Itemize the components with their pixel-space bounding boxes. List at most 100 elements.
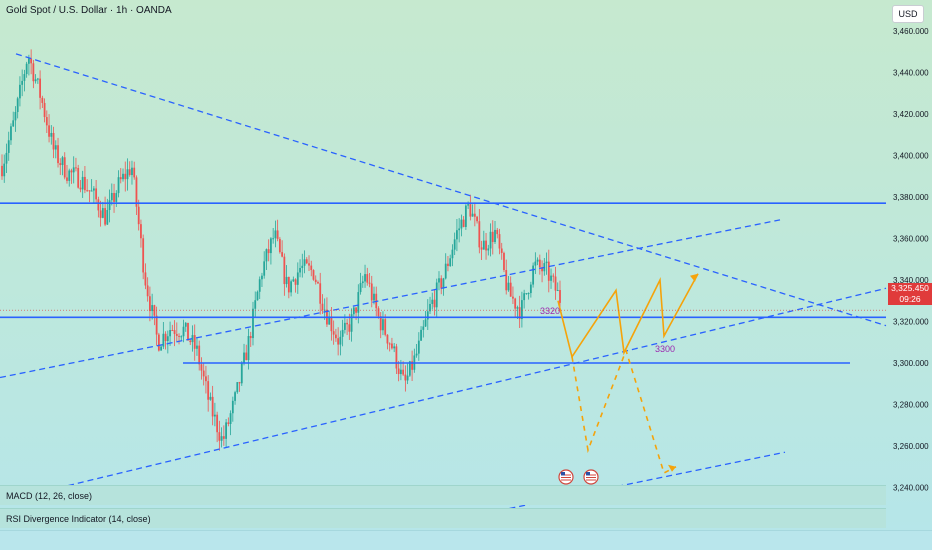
candle-body xyxy=(296,272,299,285)
candle-body xyxy=(478,221,481,248)
candle-body xyxy=(169,330,171,337)
candle-body xyxy=(243,352,245,364)
candle-body xyxy=(97,199,100,211)
candle-body xyxy=(236,382,239,393)
candle-body xyxy=(451,249,454,259)
annotation-3320: 3320 xyxy=(540,306,560,316)
candle-body xyxy=(509,282,512,297)
candle-body xyxy=(339,336,342,345)
candle-body xyxy=(433,299,436,308)
candle-body xyxy=(32,63,35,82)
candle-body xyxy=(119,177,122,180)
candle-body xyxy=(36,78,39,80)
candle-body xyxy=(516,307,519,309)
candle-body xyxy=(512,296,514,299)
us-event-flag-canton xyxy=(586,472,590,476)
candle-body xyxy=(462,219,465,227)
candle-body xyxy=(487,248,490,251)
candle-body xyxy=(382,319,384,331)
candle-body xyxy=(41,97,44,103)
y-tick-label: 3,300.000 xyxy=(893,359,929,368)
rsi-indicator-pane[interactable]: RSI Divergence Indicator (14, close) xyxy=(0,508,886,528)
macd-indicator-pane[interactable]: MACD (12, 26, close) xyxy=(0,485,886,505)
candle-body xyxy=(290,281,292,293)
candle-body xyxy=(131,167,133,176)
projection-arrowhead xyxy=(690,273,698,282)
candle-body xyxy=(231,400,234,414)
candle-body xyxy=(449,258,452,267)
candle-body xyxy=(278,238,281,253)
candle-body xyxy=(86,190,89,192)
candle-body xyxy=(476,216,478,222)
candle-body xyxy=(456,230,458,240)
candle-body xyxy=(191,335,194,343)
candle-body xyxy=(180,336,183,338)
candle-body xyxy=(59,163,62,166)
candle-body xyxy=(429,303,431,312)
candle-body xyxy=(135,177,138,207)
candle-body xyxy=(25,63,28,75)
candle-body xyxy=(90,190,93,192)
candle-body xyxy=(283,256,286,285)
candle-body xyxy=(352,307,355,315)
candle-body xyxy=(391,343,393,349)
candle-body xyxy=(7,140,10,153)
candle-body xyxy=(431,299,434,304)
candle-body xyxy=(554,276,557,291)
y-tick-label: 3,460.000 xyxy=(893,27,929,36)
y-tick-label: 3,440.000 xyxy=(893,69,929,78)
candle-body xyxy=(337,338,340,345)
candle-body xyxy=(536,259,539,262)
candle-body xyxy=(460,219,463,229)
candle-body xyxy=(48,125,50,137)
candle-body xyxy=(379,316,382,331)
candle-body xyxy=(39,78,41,98)
candle-body xyxy=(140,224,142,239)
currency-button[interactable]: USD xyxy=(892,5,924,23)
candle-body xyxy=(189,340,192,343)
candle-body xyxy=(294,279,297,285)
projection-arrowhead xyxy=(668,464,676,472)
candle-body xyxy=(173,330,176,334)
candle-countdown: 09:26 xyxy=(899,294,921,304)
candle-body xyxy=(411,361,413,370)
candle-body xyxy=(314,279,317,283)
candle-body xyxy=(343,322,346,330)
candle-body xyxy=(480,247,483,250)
rsi-label: RSI Divergence Indicator (14, close) xyxy=(6,514,151,524)
candle-body xyxy=(265,249,268,262)
candle-body xyxy=(415,353,418,356)
candle-body xyxy=(193,335,196,349)
candle-body xyxy=(12,120,15,127)
candle-body xyxy=(305,259,308,264)
candle-body xyxy=(216,414,219,433)
y-tick-label: 3,280.000 xyxy=(893,401,929,410)
candle-body xyxy=(321,303,324,310)
candle-body xyxy=(368,282,371,284)
candle-body xyxy=(27,58,30,64)
trendline xyxy=(15,53,887,327)
candle-body xyxy=(178,335,180,337)
candle-body xyxy=(489,231,492,249)
candle-body xyxy=(559,290,561,303)
candle-body xyxy=(234,392,236,401)
candle-body xyxy=(521,300,523,320)
candle-body xyxy=(424,319,427,327)
symbol-title[interactable]: Gold Spot / U.S. Dollar · 1h · OANDA xyxy=(6,5,172,16)
candle-body xyxy=(162,333,165,347)
time-axis-band xyxy=(0,530,932,550)
candle-body xyxy=(364,274,366,282)
candle-body xyxy=(57,145,59,164)
candle-body xyxy=(491,231,494,243)
candle-body xyxy=(482,240,485,250)
candle-body xyxy=(34,79,37,82)
candle-body xyxy=(556,290,559,292)
candle-body xyxy=(494,229,496,243)
candle-body xyxy=(151,305,154,312)
candle-body xyxy=(117,177,120,194)
y-tick-label: 3,240.000 xyxy=(893,484,929,493)
y-tick-label: 3,380.000 xyxy=(893,193,929,202)
candle-body xyxy=(146,285,149,297)
candle-body xyxy=(3,163,6,177)
